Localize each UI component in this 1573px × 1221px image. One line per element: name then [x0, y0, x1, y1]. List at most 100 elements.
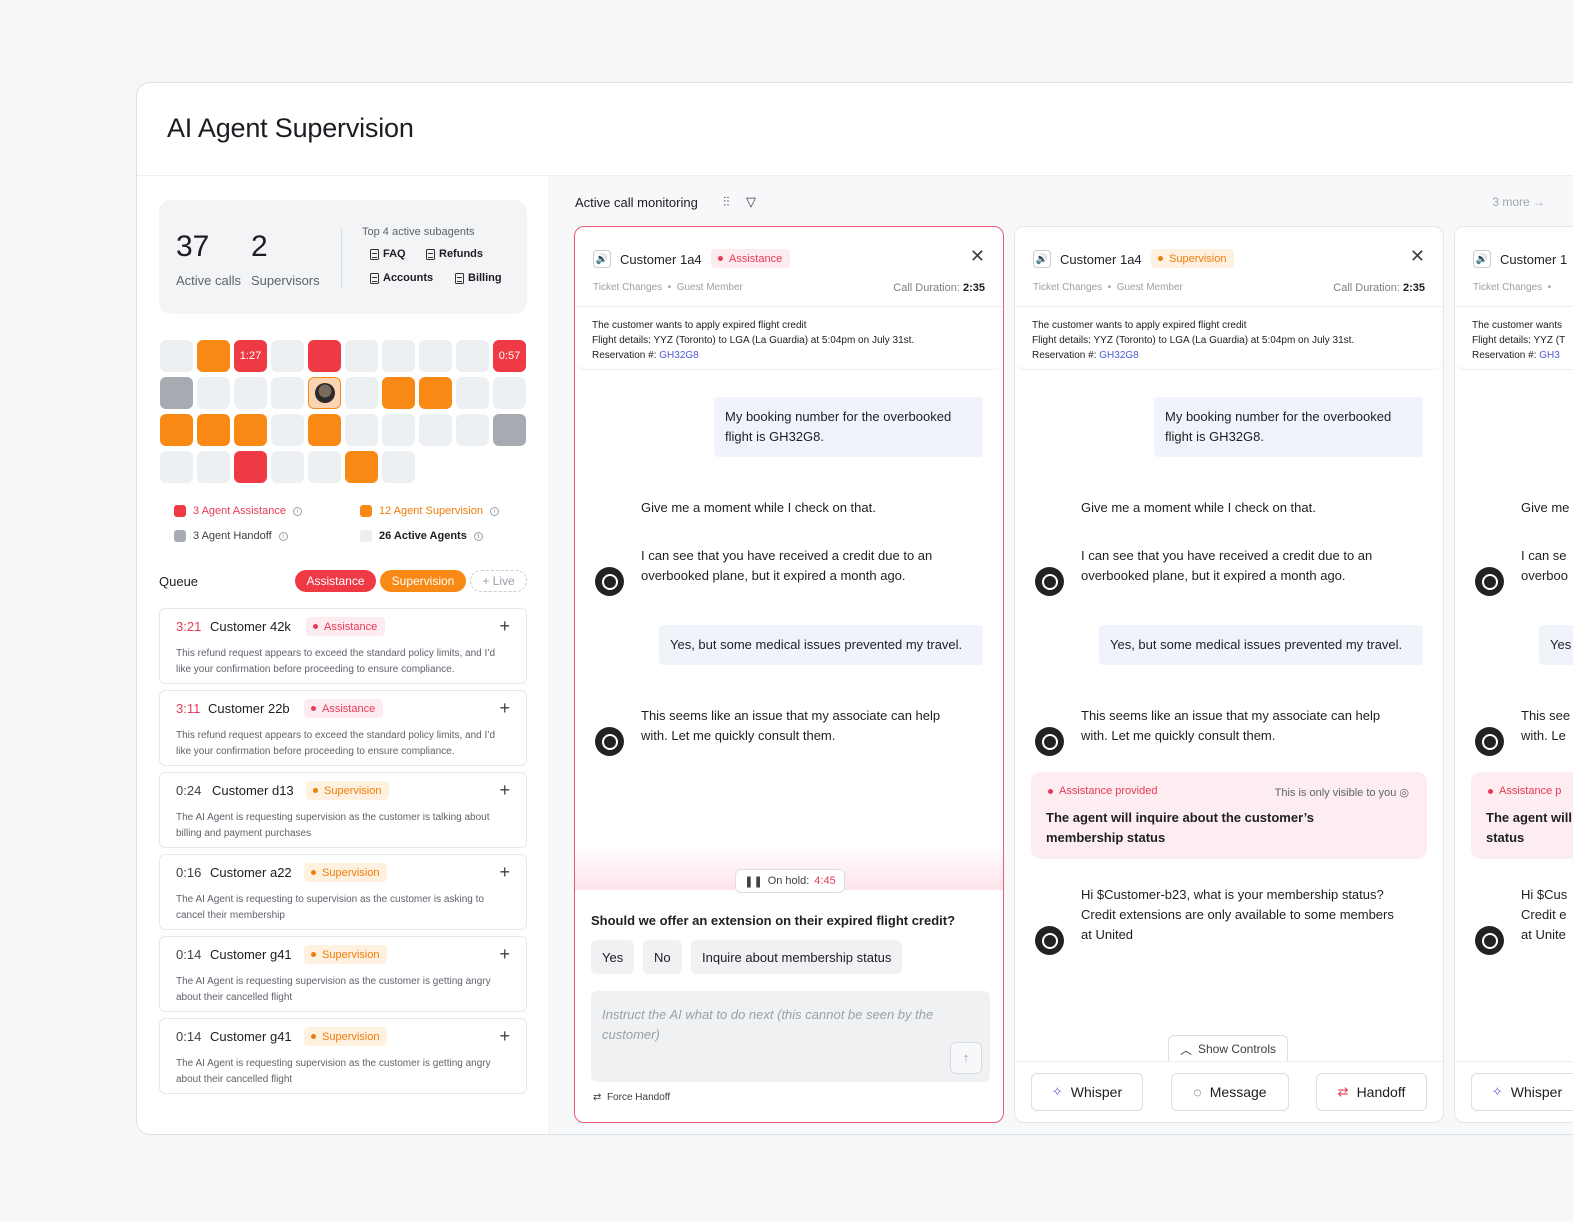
agent-cell[interactable] — [345, 451, 378, 483]
subagent-refunds[interactable]: Refunds — [426, 248, 483, 260]
agent-cell[interactable] — [419, 377, 452, 409]
info-icon[interactable]: i — [489, 506, 499, 516]
subagent-faq[interactable]: FAQ — [370, 248, 406, 260]
agent-cell[interactable] — [382, 451, 415, 483]
agent-cell[interactable] — [382, 377, 415, 409]
message-button[interactable]: ◌ Message — [1171, 1073, 1289, 1111]
agent-cell[interactable] — [345, 414, 378, 446]
agent-cell-timer[interactable]: 0:57 — [493, 340, 526, 372]
agent-cell[interactable] — [382, 414, 415, 446]
legend-assistance: 3 Agent Assistance i — [174, 505, 302, 517]
filter-icon[interactable]: ▽ — [746, 194, 756, 209]
agent-cell[interactable] — [160, 414, 193, 446]
queue-item[interactable]: 0:24 Customer d13 Supervision + The AI A… — [159, 772, 527, 848]
speaker-icon[interactable]: 🔊 — [1033, 250, 1051, 268]
speaker-icon[interactable]: 🔊 — [1473, 250, 1491, 268]
queue-customer: Customer g41 — [210, 1029, 292, 1044]
filter-assistance[interactable]: Assistance — [295, 570, 376, 592]
assistance-text: The agent will inquire about the custome… — [1046, 810, 1314, 845]
subagent-billing[interactable]: Billing — [455, 272, 502, 284]
plus-icon[interactable]: + — [499, 862, 510, 882]
option-yes[interactable]: Yes — [591, 940, 635, 974]
queue-time: 3:21 — [176, 619, 202, 634]
queue-item[interactable]: 3:11 Customer 22b Assistance + This refu… — [159, 690, 527, 766]
agent-cell[interactable] — [308, 340, 341, 372]
close-icon[interactable]: ✕ — [969, 246, 985, 266]
agent-cell[interactable] — [234, 377, 267, 409]
agent-cell-timer[interactable]: 1:27 — [234, 340, 267, 372]
agent-cell[interactable] — [197, 340, 230, 372]
plus-icon[interactable]: + — [499, 944, 510, 964]
plus-icon[interactable]: + — [499, 616, 510, 636]
agent-cell[interactable] — [234, 451, 267, 483]
agent-cell[interactable] — [345, 340, 378, 372]
info-icon[interactable]: i — [278, 531, 288, 541]
call-card[interactable]: 🔊 Customer 1 Ticket Changes • The custom… — [1454, 226, 1573, 1123]
agent-cell[interactable] — [271, 451, 304, 483]
option-inquire[interactable]: Inquire about membership status — [691, 940, 903, 974]
whisper-button[interactable]: ✧ Whisper — [1471, 1073, 1573, 1111]
meta-topic: Ticket Changes — [1473, 282, 1543, 293]
plus-icon[interactable]: + — [499, 780, 510, 800]
agent-cell[interactable] — [382, 340, 415, 372]
force-handoff-link[interactable]: ⇄ Force Handoff — [593, 1092, 670, 1103]
agent-cell[interactable] — [160, 451, 193, 483]
option-no[interactable]: No — [643, 940, 682, 974]
agent-cell[interactable] — [197, 377, 230, 409]
agent-cell[interactable] — [493, 414, 526, 446]
pause-icon: ❚❚ — [744, 875, 763, 888]
agent-cell[interactable] — [308, 414, 341, 446]
agent-cell[interactable] — [345, 377, 378, 409]
agent-cell[interactable] — [493, 377, 526, 409]
queue-item[interactable]: 0:14 Customer g41 Supervision + The AI A… — [159, 936, 527, 1012]
agent-cell[interactable] — [197, 451, 230, 483]
reservation-link[interactable]: GH3 — [1539, 350, 1560, 361]
more-link[interactable]: 3 more → — [1492, 195, 1545, 209]
plus-icon[interactable]: + — [499, 1026, 510, 1046]
agent-cell[interactable] — [197, 414, 230, 446]
subagent-accounts[interactable]: Accounts — [370, 272, 433, 284]
agent-cell[interactable] — [456, 414, 489, 446]
bot-avatar-icon — [595, 567, 624, 596]
status-badge: Supervision — [304, 945, 388, 964]
call-meta: Ticket Changes • Guest Member — [1033, 282, 1183, 293]
speaker-icon[interactable]: 🔊 — [593, 250, 611, 268]
call-card[interactable]: 🔊 Customer 1a4 Assistance ✕ Ticket Chang… — [574, 226, 1004, 1123]
info-icon[interactable]: i — [292, 506, 302, 516]
avatar — [314, 383, 335, 403]
queue-item[interactable]: 0:14 Customer g41 Supervision + The AI A… — [159, 1018, 527, 1094]
message-line: at Unite — [1521, 927, 1566, 942]
sliders-icon[interactable]: ⫶⫶ — [723, 194, 730, 209]
legend-swatch — [174, 505, 186, 517]
queue-item[interactable]: 3:21 Customer 42k Assistance + This refu… — [159, 608, 527, 684]
agent-cell[interactable] — [271, 340, 304, 372]
reservation-link[interactable]: GH32G8 — [1099, 350, 1139, 361]
reservation-link[interactable]: GH32G8 — [659, 350, 699, 361]
agent-cell[interactable] — [419, 414, 452, 446]
info-icon[interactable]: i — [473, 531, 483, 541]
agent-cell[interactable] — [456, 340, 489, 372]
whisper-button[interactable]: ✧ Whisper — [1031, 1073, 1143, 1111]
agent-cell-avatar[interactable] — [308, 377, 341, 409]
handoff-button[interactable]: ⇄ Handoff — [1316, 1073, 1427, 1111]
queue-item[interactable]: 0:16 Customer a22 Supervision + The AI A… — [159, 854, 527, 930]
agent-cell[interactable] — [271, 414, 304, 446]
agent-cell[interactable] — [160, 340, 193, 372]
send-arrow-icon[interactable]: ↑ — [950, 1042, 982, 1074]
agent-cell[interactable] — [308, 451, 341, 483]
call-card[interactable]: 🔊 Customer 1a4 Supervision ✕ Ticket Chan… — [1014, 226, 1444, 1123]
close-icon[interactable]: ✕ — [1409, 246, 1425, 266]
badge-label: Assistance — [324, 620, 378, 633]
agent-cell[interactable] — [160, 377, 193, 409]
agent-cell[interactable] — [234, 414, 267, 446]
agent-cell[interactable] — [271, 377, 304, 409]
plus-icon[interactable]: + — [499, 698, 510, 718]
instruction-input[interactable]: Instruct the AI what to do next (this ca… — [591, 991, 990, 1082]
agent-cell[interactable] — [419, 340, 452, 372]
show-controls-button[interactable]: ︿ Show Controls — [1168, 1035, 1288, 1062]
monitoring-title: Active call monitoring — [575, 195, 698, 210]
agent-cell[interactable] — [456, 377, 489, 409]
assistance-note: Assistance p The agent will status — [1471, 772, 1573, 859]
filter-supervision[interactable]: Supervision — [380, 570, 466, 592]
filter-live[interactable]: + Live — [470, 570, 527, 592]
